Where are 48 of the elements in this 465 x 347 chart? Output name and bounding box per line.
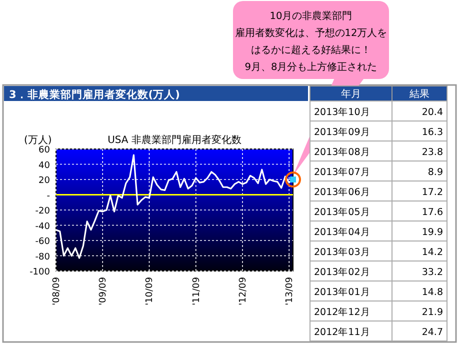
x-tick-label: '12/09 [238,276,248,306]
data-label: 21.9 [422,307,443,318]
data-label: 14.8 [422,287,443,298]
category-label: 2013年05月 [314,206,370,218]
y-tick-label: -60 [35,237,50,247]
category-label: 2013年03月 [314,246,370,258]
data-label: 20.4 [422,107,443,118]
text: 結果 [408,89,430,100]
data-label: 24.7 [422,327,443,338]
chart-title: 3．非農業部門雇用者変化数(万人) [9,88,180,101]
y-axis-title: (万人) [24,135,52,146]
category-label: 2012年12月 [314,306,370,318]
text: 雇用者数変化は、予想の12万人を [234,27,388,39]
text: はるかに超える好結果に！ [251,44,371,56]
category-label: 2013年06月 [314,186,370,198]
y-tick-label: -40 [35,222,50,232]
category-label: 2013年04月 [314,226,370,238]
category-label: 2013年10月 [314,106,370,118]
y-tick-label: -80 [35,252,50,262]
x-tick-label: '11/09 [192,276,202,306]
x-tick-label: '10/09 [145,276,156,306]
category-label: 2012年11月 [314,326,370,338]
category-label: 2013年09月 [314,126,370,138]
y-tick-label: 40 [38,160,50,171]
text: 9月、8月分も上方修正された [244,61,378,73]
data-label: 33.2 [422,267,443,278]
y-tick-label: 20 [38,176,50,186]
category-label: 2013年02月 [314,266,370,278]
data-label: 17.6 [422,207,443,218]
text: 10月の非農業部門 [270,10,352,22]
category-label: 2013年07月 [314,166,370,178]
chart-subtitle: USA 非農業部門雇用者変化数 [108,134,242,146]
y-tick-label: -20 [35,206,50,216]
y-tick-label: -100 [30,268,50,278]
data-label: 19.9 [422,227,443,238]
x-tick-label: '08/09 [52,276,62,306]
category-label: 2013年01月 [314,286,370,298]
category-label: 2013年08月 [314,146,370,158]
data-label: 17.2 [422,187,443,198]
data-label: 16.3 [422,127,443,138]
data-label: 8.9 [428,167,443,178]
data-label: 23.8 [422,147,443,158]
data-label: 14.2 [422,247,443,258]
text: 年月 [341,88,361,100]
y-tick-label: 60 [38,146,50,156]
x-tick-label: '09/09 [98,276,109,306]
y-tick-label: - [46,191,50,202]
x-tick-label: '13/09 [285,276,296,306]
